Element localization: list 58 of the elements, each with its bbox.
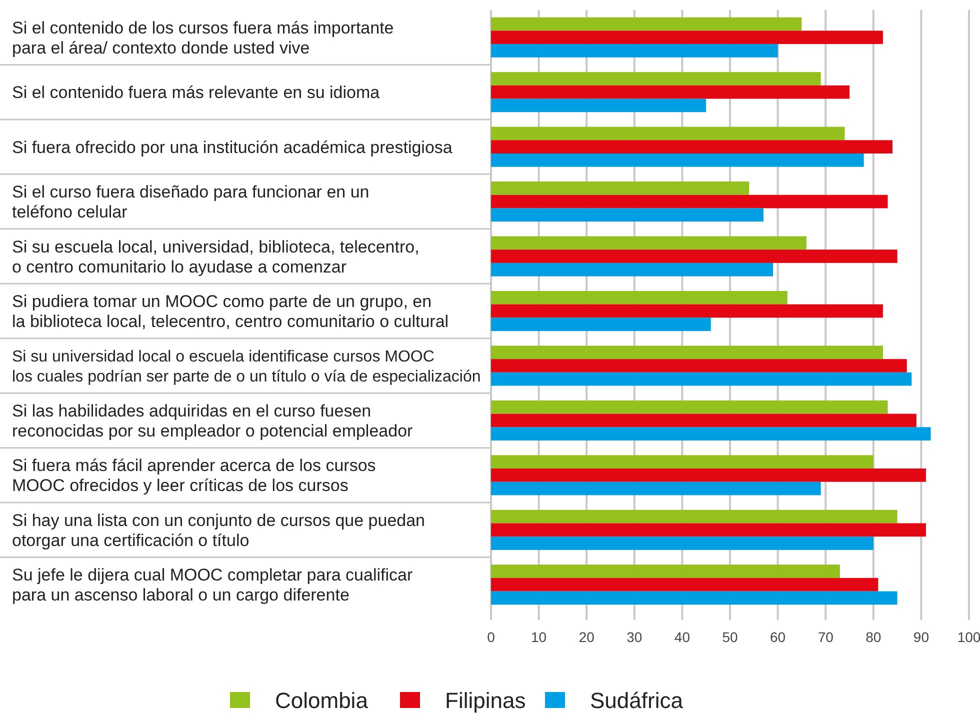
bar (491, 98, 706, 112)
bar (491, 468, 926, 482)
y-tick-label: Si el contenido de los cursos fuera más importante para el área/ contexto donde usted vive (12, 18, 394, 58)
bar (491, 359, 907, 372)
bar (491, 318, 711, 332)
y-tick-label: Si las habilidades adquiridas en el curso fuesen reconocidas por su empleador o potencial empleador (12, 401, 414, 440)
bar (491, 536, 874, 550)
y-tick-label: Si su escuela local, universidad, biblioteca, telecentro, o centro comunitario lo ayudase a comenzar (12, 237, 420, 276)
bar (491, 290, 788, 304)
bar (491, 17, 802, 31)
bar (491, 400, 888, 414)
bar (491, 564, 840, 578)
bar (491, 44, 778, 58)
bar (491, 482, 821, 496)
x-tick-label: 80 (866, 628, 882, 645)
bar (491, 85, 850, 99)
x-tick-label: 0 (487, 628, 496, 645)
x-tick-label: 20 (578, 628, 595, 645)
y-tick-label: Si el curso fuera diseñado para funcionar en un teléfono celular (12, 182, 370, 222)
bar (491, 182, 750, 195)
bar (491, 250, 898, 263)
bar (491, 578, 878, 592)
bar (491, 208, 764, 222)
bar (491, 510, 898, 524)
x-tick-label: 60 (770, 628, 786, 645)
bar (491, 591, 898, 605)
y-tick-label: Si su universidad local o escuela identificase cursos MOOC los cuales podrían ser parte de o un título o vía de especialización (12, 348, 481, 386)
legend-label: Colombia (275, 688, 369, 713)
bar (491, 346, 883, 360)
legend-label: Filipinas (445, 688, 526, 713)
x-tick-label: 100 (957, 628, 980, 645)
bar (491, 194, 888, 208)
y-tick-label: Si fuera ofrecido por una institución académica prestigiosa (12, 138, 453, 157)
bar (491, 140, 893, 154)
x-tick-label: 50 (722, 628, 738, 645)
bar (491, 414, 916, 428)
bar (491, 30, 883, 44)
bar (491, 372, 912, 386)
bar (491, 523, 926, 537)
legend-label: Sudáfrica (590, 688, 684, 713)
y-tick-label: Si el contenido fuera más relevante en su idioma (12, 83, 380, 102)
x-tick-label: 30 (626, 628, 642, 645)
bar (491, 427, 931, 440)
bar (491, 455, 874, 469)
x-tick-label: 10 (531, 628, 547, 645)
bar (491, 236, 806, 250)
x-tick-label: 40 (674, 628, 690, 645)
y-tick-label: Si pudiera tomar un MOOC como parte de un grupo, en la biblioteca local, telecentro, centro comunitario o cultural (12, 292, 449, 331)
x-tick-label: 70 (818, 628, 834, 645)
bar (491, 262, 774, 276)
bar (491, 153, 864, 167)
bar (491, 126, 845, 140)
bar (491, 72, 821, 86)
y-tick-label: Si hay una lista con un conjunto de cursos que puedan otorgar una certificación o título (12, 510, 426, 550)
y-tick-label: Si fuera más fácil aprender acerca de los cursos MOOC ofrecidos y leer críticas de los cursos (12, 456, 376, 496)
x-tick-label: 90 (913, 628, 930, 645)
bar (491, 304, 883, 318)
y-tick-label: Su jefe le dijera cual MOOC completar para cualificar para un ascenso laboral o un cargo diferente (12, 566, 413, 605)
